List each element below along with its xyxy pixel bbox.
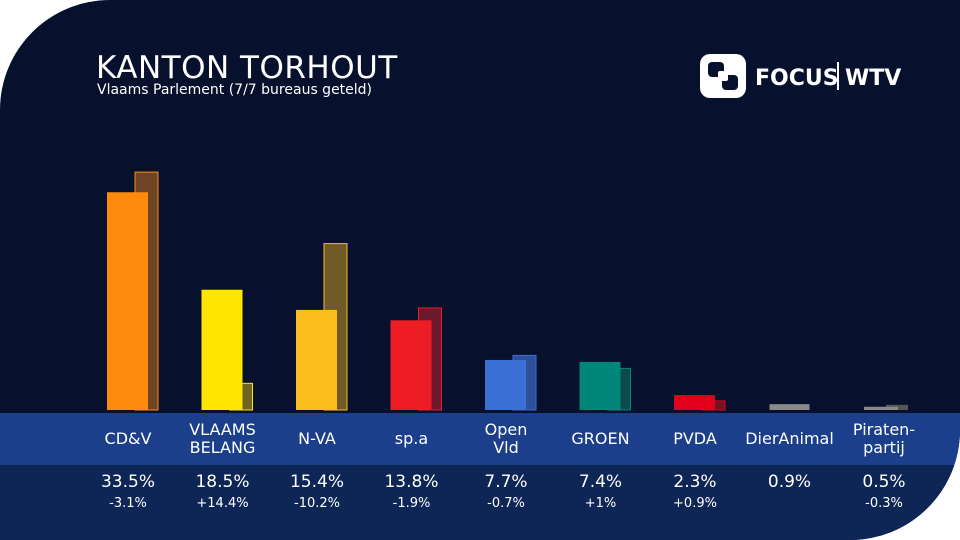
bar-current-6	[674, 395, 715, 410]
value-label: 18.5%	[195, 472, 250, 492]
party-label-band	[0, 413, 960, 465]
diff-label: -10.2%	[294, 496, 340, 511]
diff-label: +1%	[584, 496, 617, 511]
result-band	[0, 465, 960, 540]
logo-text-focus: FOCUS	[755, 66, 839, 91]
category-label: CD&V	[104, 429, 152, 448]
bar-current-4	[485, 359, 526, 410]
category-label: VLAAMS BELANG	[189, 420, 256, 457]
diff-label: -0.7%	[487, 496, 525, 511]
diff-label: -0.3%	[865, 496, 903, 511]
category-label: N-VA	[298, 429, 336, 448]
category-label: DierAnimal	[745, 429, 834, 448]
value-label: 7.4%	[578, 472, 623, 492]
diff-label: -1.9%	[392, 496, 431, 511]
bar-current-5	[579, 361, 621, 410]
page-subtitle: Vlaams Parlement (7/7 bureaus geteld)	[97, 82, 373, 98]
bar-current-8	[864, 406, 898, 410]
diff-label: +0.9%	[673, 496, 717, 511]
focus-wtv-logo-icon: FOCUS WTV	[700, 54, 901, 98]
category-label: GROEN	[571, 429, 630, 448]
value-label: 0.9%	[767, 472, 812, 492]
bar-current-2	[296, 309, 337, 410]
bar-current-3	[390, 320, 432, 410]
page-title: KANTON TORHOUT	[96, 50, 398, 86]
category-label: Piraten- partij	[852, 420, 916, 457]
value-label: 33.5%	[100, 472, 155, 492]
category-label: sp.a	[394, 429, 429, 448]
bar-current-1	[201, 289, 243, 410]
diff-label: +14.4%	[196, 496, 249, 511]
category-label: Open Vld	[484, 420, 528, 457]
value-label: 7.7%	[484, 472, 528, 492]
bar-current-0	[107, 192, 148, 410]
category-label: PVDA	[673, 429, 717, 448]
value-label: 2.3%	[673, 472, 717, 492]
logo-text-wtv: WTV	[845, 66, 901, 91]
value-label: 0.5%	[862, 472, 906, 492]
diff-label: -3.1%	[109, 496, 147, 511]
bar-current-7	[769, 404, 810, 410]
value-label: 13.8%	[384, 472, 439, 492]
value-label: 15.4%	[289, 472, 344, 492]
